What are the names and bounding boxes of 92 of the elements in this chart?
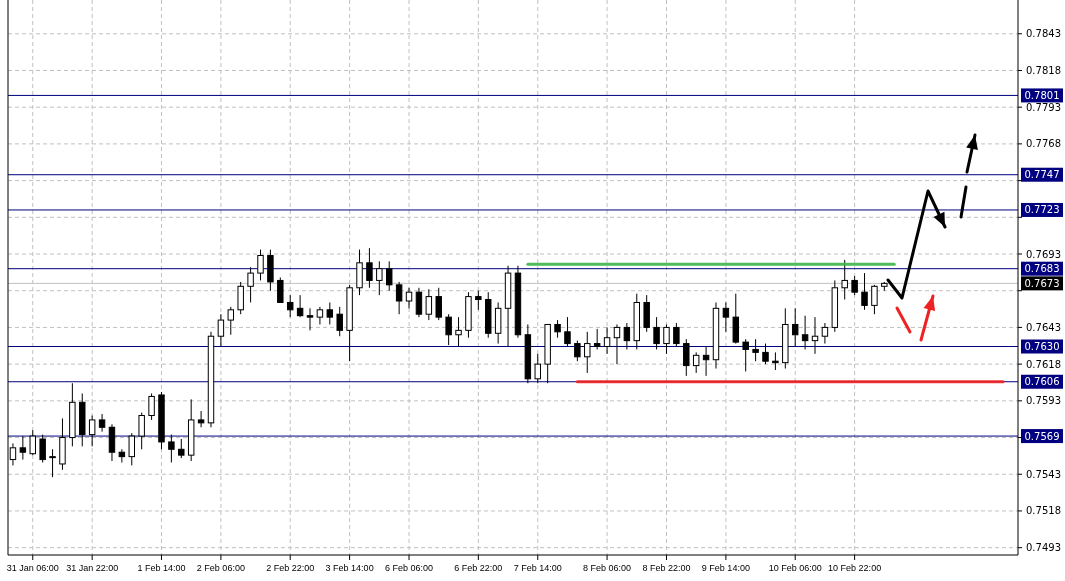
- candlestick: [683, 338, 690, 377]
- x-tick-label: 2 Feb 06:00: [196, 563, 245, 573]
- ref-line-label: 0.7569: [1024, 430, 1060, 442]
- candlestick: [762, 343, 769, 365]
- x-tick-label: 31 Jan 22:00: [66, 563, 119, 573]
- candlestick: [376, 260, 383, 296]
- candlestick: [178, 438, 185, 459]
- candlestick: [336, 306, 343, 337]
- candlestick: [425, 288, 433, 321]
- candlestick: [593, 328, 601, 350]
- ref-line-label: 0.7683: [1024, 263, 1060, 275]
- candlestick: [39, 434, 46, 463]
- candlestick: [277, 277, 284, 303]
- candlestick: [475, 290, 482, 311]
- candlestick: [851, 275, 858, 296]
- candlestick: [88, 415, 96, 447]
- y-tick-label: 0.7543: [1026, 468, 1061, 480]
- candlestick: [138, 412, 145, 450]
- x-tick-label: 2 Feb 22:00: [266, 563, 315, 573]
- candlestick: [574, 340, 581, 362]
- candlestick: [861, 272, 868, 311]
- y-tick-label: 0.7618: [1026, 358, 1061, 370]
- x-tick-label: 6 Feb 22:00: [454, 563, 503, 573]
- x-tick-label: 8 Feb 22:00: [642, 563, 691, 573]
- candlestick: [306, 307, 314, 331]
- x-tick-label: 31 Jan 06:00: [6, 563, 59, 573]
- candlestick: [118, 448, 126, 463]
- x-tick-label: 3 Feb 14:00: [325, 563, 374, 573]
- candlestick: [286, 294, 294, 318]
- candlestick: [623, 322, 631, 350]
- candlestick: [29, 429, 36, 456]
- candlestick: [534, 353, 541, 384]
- candlestick: [168, 434, 175, 463]
- candlestick: [435, 287, 442, 321]
- y-tick-label: 0.7793: [1026, 101, 1061, 113]
- x-tick-label: 10 Feb 06:00: [768, 563, 822, 573]
- x-tick-label: 7 Feb 14:00: [513, 563, 562, 573]
- y-tick-label: 0.7693: [1026, 248, 1061, 260]
- x-tick-label: 1 Feb 14:00: [137, 563, 186, 573]
- candlestick: [752, 338, 759, 362]
- candlestick: [395, 281, 403, 315]
- candlestick: [742, 338, 749, 372]
- candlestick: [227, 306, 235, 336]
- candlestick: [98, 413, 106, 433]
- candlestick: [415, 287, 423, 318]
- candlestick: [296, 294, 304, 318]
- candlestick: [247, 266, 254, 303]
- candlestick: [237, 281, 244, 315]
- candlestick: [791, 307, 799, 348]
- candlestick: [366, 247, 373, 289]
- ref-line-label: 0.7723: [1024, 204, 1060, 216]
- y-tick-label: 0.7768: [1026, 138, 1061, 150]
- ref-line-label: 0.7747: [1024, 169, 1060, 181]
- candlestick: [722, 301, 730, 333]
- y-tick-label: 0.7843: [1026, 28, 1061, 40]
- candlestick: [128, 432, 135, 466]
- x-tick-label: 8 Feb 06:00: [583, 563, 632, 573]
- candlestick: [821, 322, 829, 345]
- candlestick: [653, 316, 660, 350]
- candlestick: [19, 435, 27, 461]
- candlestick: [386, 260, 393, 292]
- candlestick: [673, 322, 680, 348]
- ref-line-label: 0.7801: [1024, 89, 1060, 101]
- candlestick: [326, 301, 334, 325]
- candlestick: [257, 249, 264, 281]
- candlestick: [197, 410, 205, 428]
- candlestick: [455, 316, 462, 348]
- y-tick-label: 0.7643: [1026, 321, 1061, 333]
- candlestick: [801, 315, 809, 350]
- candlestick: [663, 323, 670, 355]
- candlestick: [584, 331, 591, 374]
- candlestick: [405, 287, 413, 309]
- candlestick: [692, 351, 700, 374]
- candlestick: [613, 323, 621, 365]
- y-tick-label: 0.7818: [1026, 64, 1061, 76]
- y-tick-label: 0.7593: [1026, 395, 1061, 407]
- x-tick-label: 9 Feb 14:00: [701, 563, 750, 573]
- candlestick: [148, 392, 155, 421]
- candlestick: [871, 284, 878, 315]
- ref-line-label: 0.7630: [1024, 341, 1060, 353]
- ref-line-label: 0.7673: [1024, 277, 1060, 289]
- y-tick-label: 0.7518: [1026, 505, 1061, 517]
- candlestick: [603, 326, 611, 355]
- candlestick: [49, 448, 56, 478]
- ref-line-label: 0.7606: [1024, 376, 1060, 388]
- candlestick: [217, 313, 225, 348]
- candlestick: [841, 259, 848, 301]
- y-tick-label: 0.7493: [1026, 542, 1061, 554]
- candlestick: [445, 313, 452, 346]
- x-tick-label: 10 Feb 22:00: [828, 563, 882, 573]
- x-tick-label: 6 Feb 06:00: [385, 563, 434, 573]
- candlestick: [564, 316, 571, 348]
